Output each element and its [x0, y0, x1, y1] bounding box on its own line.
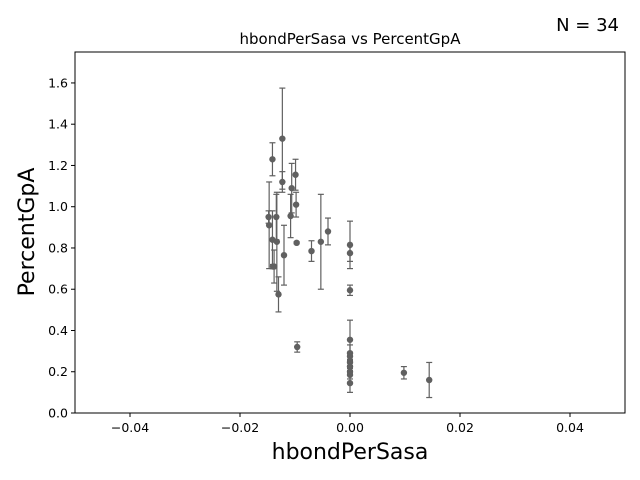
data-marker	[279, 178, 286, 186]
data-marker	[324, 228, 332, 235]
data-marker	[426, 376, 433, 384]
y-axis-ticks: 0.0 0.2 0.4 0.6 0.8 1.0 1.2 1.4 1.6	[48, 75, 75, 421]
y-axis-title: PercentGpA	[15, 168, 40, 297]
data-marker	[275, 291, 282, 298]
data-marker	[270, 263, 278, 270]
y-tick-label: 0.0	[48, 406, 68, 421]
data-point	[279, 171, 286, 193]
data-marker	[265, 222, 273, 229]
data-marker	[346, 249, 354, 257]
x-tick-label: −0.04	[111, 420, 149, 435]
sample-size-annotation: N = 34	[556, 15, 619, 36]
data-point	[265, 181, 273, 270]
data-marker	[292, 171, 299, 178]
data-marker	[346, 287, 354, 294]
data-marker	[287, 212, 294, 220]
x-tick-label: 0.00	[336, 420, 364, 435]
data-marker	[346, 353, 354, 360]
data-marker	[400, 369, 408, 376]
data-point	[270, 249, 278, 284]
data-marker	[294, 343, 301, 351]
chart-title: hbondPerSasa vs PercentGpA	[240, 30, 462, 48]
y-tick-label: 1.4	[48, 117, 68, 132]
data-marker	[308, 247, 315, 255]
data-marker	[280, 251, 288, 259]
data-point	[426, 361, 433, 399]
data-marker	[317, 238, 325, 245]
data-point	[308, 240, 315, 262]
data-point	[292, 158, 299, 191]
y-tick-label: 1.6	[48, 75, 68, 90]
data-marks	[265, 87, 433, 399]
data-point	[346, 244, 354, 262]
data-point	[346, 373, 354, 393]
data-point	[275, 276, 282, 313]
data-point	[269, 142, 276, 177]
data-point	[400, 365, 408, 380]
data-marker	[269, 156, 276, 163]
data-point	[292, 191, 300, 218]
data-marker	[346, 336, 354, 343]
data-marker	[346, 379, 354, 387]
data-point	[324, 217, 332, 246]
y-tick-label: 0.6	[48, 282, 68, 297]
data-point	[280, 224, 288, 286]
x-tick-label: 0.04	[556, 420, 584, 435]
y-tick-label: 1.2	[48, 158, 68, 173]
data-marker	[293, 239, 300, 247]
y-tick-label: 0.2	[48, 364, 68, 379]
x-axis-title: hbondPerSasa	[272, 440, 429, 465]
data-point	[287, 193, 294, 239]
x-axis-ticks: −0.04 −0.02 0.00 0.02 0.04	[111, 413, 584, 435]
data-point	[293, 239, 300, 247]
data-marker	[279, 135, 286, 142]
data-marker	[292, 201, 300, 208]
data-point	[346, 284, 354, 297]
y-tick-label: 1.0	[48, 199, 68, 214]
data-point	[317, 193, 325, 290]
x-tick-label: 0.02	[446, 420, 474, 435]
x-tick-label: −0.02	[221, 420, 259, 435]
y-tick-label: 0.4	[48, 323, 68, 338]
data-marker	[273, 238, 281, 245]
data-point	[273, 191, 281, 292]
y-tick-label: 0.8	[48, 240, 68, 255]
data-point	[294, 341, 301, 353]
